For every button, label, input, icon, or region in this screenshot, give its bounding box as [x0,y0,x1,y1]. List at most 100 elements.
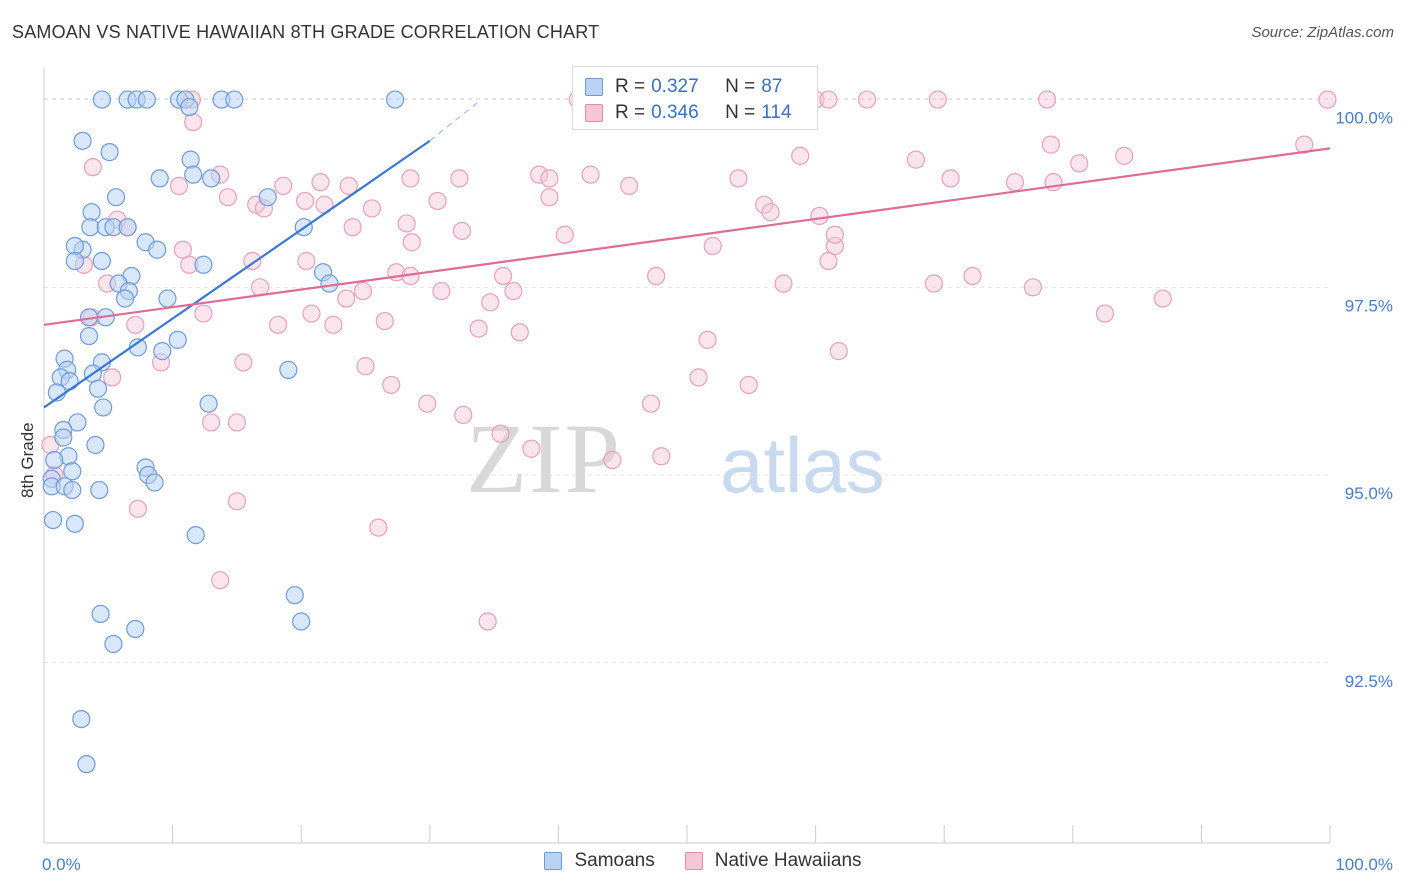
native-hawaiian-point [1115,146,1134,165]
samoan-point [292,612,311,631]
native-hawaiian-point [774,274,793,293]
n-value: 87 [761,76,783,97]
native-hawaiian-point [641,394,661,413]
samoan-point [181,150,200,169]
r-label: R = [615,76,646,97]
legend-item-samoans[interactable]: Samoans [544,850,655,872]
samoan-point [72,709,91,729]
native-hawaiian-point [540,188,559,207]
samoan-point [54,428,73,447]
native-hawaiian-point [647,266,666,286]
native-hawaiian-point [432,281,451,301]
native-hawaiian-point [343,218,362,237]
native-hawaiian-point [452,221,472,241]
native-hawaiian-point [375,311,394,331]
native-hawaiian-point [382,375,401,395]
samoan-point [225,90,244,109]
native-hawaiian-point [941,169,960,188]
native-hawaiian-point [211,571,230,590]
native-hawaiian-point [234,353,253,372]
samoan-point [202,169,221,188]
samoan-point [100,143,119,162]
native-hawaiian-point [963,266,982,286]
chart-source: Source: ZipAtlas.com [1251,24,1394,41]
watermark-atlas: atlas [720,421,885,509]
native-hawaiian-point [128,499,147,518]
samoan-point [145,473,164,492]
native-hawaiian-point [274,176,293,196]
native-hawaiian-point [418,394,437,413]
stats-row-samoans: R = 0.327 N = 87 [585,75,782,99]
samoan-point [285,586,304,605]
samoans-legend-swatch [544,852,563,870]
native-hawaiian-point [761,203,780,222]
y-tick-label: 100.0% [1335,109,1393,128]
native-hawaiian-point [397,214,416,233]
native-hawaiian-point [402,233,421,252]
samoans-swatch [585,78,603,96]
n-label: N = [725,76,756,97]
native-hawaiian-point [1037,90,1057,109]
y-tick-label: 92.5% [1345,672,1393,691]
samoan-point [65,514,84,533]
native-hawaiian-point [339,176,358,196]
native-hawaiian-point [369,518,388,537]
native-hawaiian-point [227,492,246,511]
n-value: 114 [761,102,792,123]
legend-item-native-hawaiians[interactable]: Native Hawaiians [684,850,862,872]
native-hawaiian-point [825,225,844,244]
native-hawaiian-point [1070,154,1089,173]
samoan-point [88,379,108,398]
native-hawaiian-point [1041,135,1061,154]
native-hawaiians-points [41,90,1337,631]
native-hawaiian-point [353,281,373,301]
native-hawaiian-point [297,251,316,271]
samoan-point [90,480,109,500]
legend-label-native-hawaiians: Native Hawaiians [714,850,862,871]
native-hawaiian-point [250,278,270,297]
y-tick-labels: 92.5% 95.0% 97.5% 100.0% [1335,109,1393,691]
samoan-point [184,165,203,184]
native-hawaiian-point [401,169,420,188]
r-value: 0.327 [651,76,699,97]
native-hawaiian-point [739,375,758,395]
samoan-point [68,413,87,432]
samoan-point [91,604,110,624]
native-hawaiian-point [522,439,541,458]
native-hawaiian-point [698,330,717,349]
native-hawaiians-legend-swatch [684,852,703,870]
native-hawaiian-point [218,188,237,207]
samoan-point [104,634,123,654]
samoan-point [82,203,101,222]
native-hawaiian-point [227,413,246,432]
watermark-zip: ZIP [466,403,622,514]
native-hawaiian-point [337,289,356,308]
series-legend: Samoans Native Hawaiians [0,850,1406,872]
axes [43,68,1331,844]
samoan-point [63,480,82,500]
native-hawaiian-point [103,368,122,387]
samoan-point [118,218,137,237]
native-hawaiian-point [173,240,192,259]
native-hawaiian-point [703,236,722,256]
n-label: N = [725,102,756,123]
native-hawaiian-point [924,274,944,293]
samoan-point [180,97,199,117]
native-hawaiian-point [928,90,947,109]
samoan-point [43,510,63,530]
samoan-point [79,327,99,346]
samoans-trend-extension [429,99,482,142]
native-hawaiian-point [652,447,671,466]
samoan-point [194,255,213,274]
grid-lines [44,98,1330,664]
samoans-trend-line [43,139,431,409]
native-hawaiian-point [302,304,321,323]
samoan-point [186,526,205,545]
samoan-point [81,218,100,237]
samoan-point [73,131,92,150]
native-hawaiian-point [829,342,848,361]
native-hawaiian-point [362,199,382,218]
native-hawaiian-point [311,173,330,192]
native-hawaiian-point [819,251,838,271]
trend-lines [43,99,1331,409]
